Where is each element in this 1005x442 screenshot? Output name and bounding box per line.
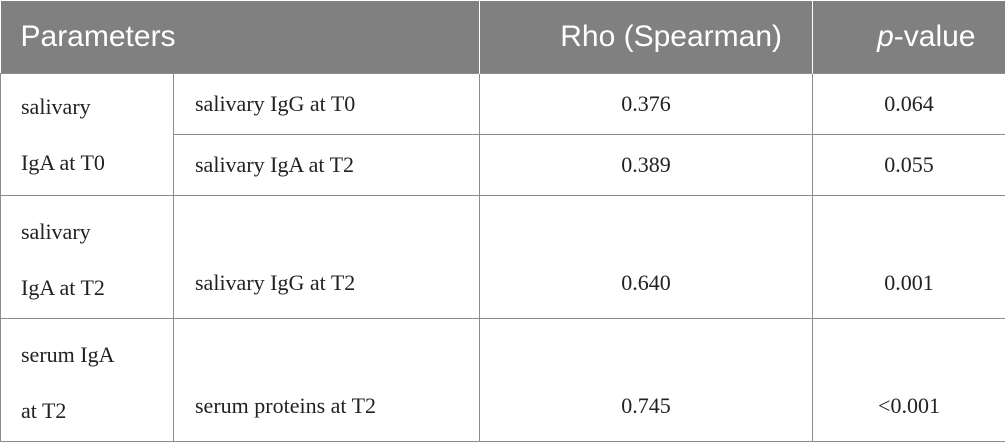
- parameter-line: IgA at T2: [21, 260, 173, 316]
- table-header: Parameters Rho (Spearman) p-value: [1, 1, 1005, 74]
- parameter-line: IgA at T0: [21, 135, 173, 191]
- parameter-cell: salivary IgA at T2: [1, 196, 174, 319]
- rho-value: 0.376: [480, 74, 813, 135]
- header-p-value: p-value: [813, 1, 1005, 74]
- table-body: salivary IgA at T0 salivary IgG at T0 0.…: [1, 74, 1005, 442]
- rho-value: 0.640: [480, 196, 813, 319]
- parameter-cell: serum IgA at T2: [1, 319, 174, 442]
- parameter-line: serum IgA: [21, 327, 173, 383]
- p-value: 0.064: [813, 74, 1005, 135]
- header-row: Parameters Rho (Spearman) p-value: [1, 1, 1005, 74]
- compared-parameter: salivary IgG at T2: [174, 196, 480, 319]
- header-rho-spearman: Rho (Spearman): [480, 1, 813, 74]
- parameter-line: at T2: [21, 383, 173, 439]
- header-parameters: Parameters: [1, 1, 480, 74]
- rho-value: 0.745: [480, 319, 813, 442]
- table-row: salivary IgA at T2 salivary IgG at T2 0.…: [1, 196, 1005, 319]
- parameter-cell: salivary IgA at T0: [1, 74, 174, 196]
- compared-parameter: salivary IgA at T2: [174, 135, 480, 196]
- table-row: serum IgA at T2 serum proteins at T2 0.7…: [1, 319, 1005, 442]
- parameter-line: salivary: [21, 79, 173, 135]
- table-row: salivary IgA at T0 salivary IgG at T0 0.…: [1, 74, 1005, 135]
- p-value: 0.055: [813, 135, 1005, 196]
- p-value: <0.001: [813, 319, 1005, 442]
- header-p-letter: p: [877, 20, 894, 53]
- parameter-line: salivary: [21, 204, 173, 260]
- header-p-suffix: -value: [894, 20, 976, 53]
- p-value: 0.001: [813, 196, 1005, 319]
- compared-parameter: salivary IgG at T0: [174, 74, 480, 135]
- compared-parameter: serum proteins at T2: [174, 319, 480, 442]
- rho-value: 0.389: [480, 135, 813, 196]
